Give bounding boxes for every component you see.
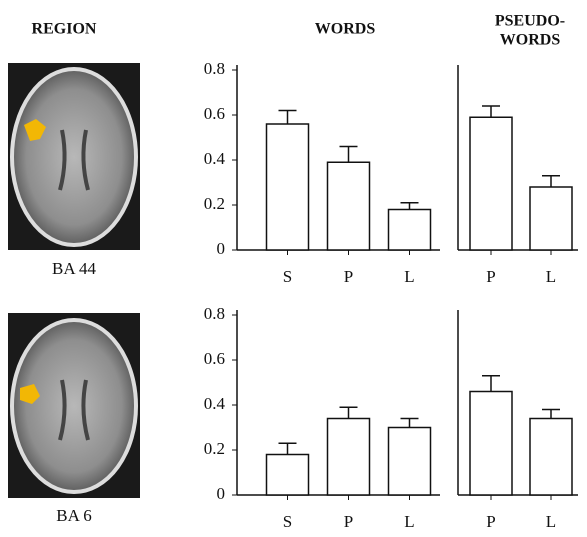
brain-image — [8, 63, 140, 250]
bar — [267, 455, 309, 496]
region-label: BA 6 — [56, 506, 91, 525]
bar — [530, 187, 572, 250]
x-tick-label: L — [404, 267, 414, 286]
x-tick-label: L — [404, 512, 414, 531]
figure: REGION WORDS PSEUDO- WORDS BA 44 BA 6 0 0… — [0, 0, 587, 537]
bar — [328, 419, 370, 496]
header-words: WORDS — [315, 21, 376, 38]
bar — [389, 210, 431, 251]
bar — [530, 419, 572, 496]
brain-image — [8, 313, 140, 498]
x-tick-label: S — [283, 267, 292, 286]
x-tick-label: P — [486, 267, 495, 286]
y-tick-label: 0.2 — [204, 439, 225, 458]
x-tick-label: S — [283, 512, 292, 531]
y-tick-label: 0 — [217, 239, 226, 258]
page: {"headers": {"region": "REGION", "words"… — [0, 0, 587, 537]
header-pseudowords: PSEUDO- — [495, 13, 565, 30]
x-tick-label: L — [546, 512, 556, 531]
header-pseudowords: WORDS — [500, 32, 561, 49]
bar — [328, 162, 370, 250]
region-label: BA 44 — [52, 259, 96, 278]
bar — [389, 428, 431, 496]
y-tick-label: 0 — [217, 484, 226, 503]
x-tick-label: P — [486, 512, 495, 531]
header-region: REGION — [32, 21, 97, 38]
x-tick-label: P — [344, 267, 353, 286]
x-tick-label: P — [344, 512, 353, 531]
y-tick-label: 0.4 — [204, 149, 226, 168]
x-tick-label: L — [546, 267, 556, 286]
y-tick-label: 0.6 — [204, 349, 225, 368]
y-tick-label: 0.8 — [204, 59, 225, 78]
bar — [267, 124, 309, 250]
bar — [470, 117, 512, 250]
y-tick-label: 0.6 — [204, 104, 225, 123]
y-tick-label: 0.4 — [204, 394, 226, 413]
y-tick-label: 0.2 — [204, 194, 225, 213]
bar — [470, 392, 512, 496]
y-tick-label: 0.8 — [204, 304, 225, 323]
